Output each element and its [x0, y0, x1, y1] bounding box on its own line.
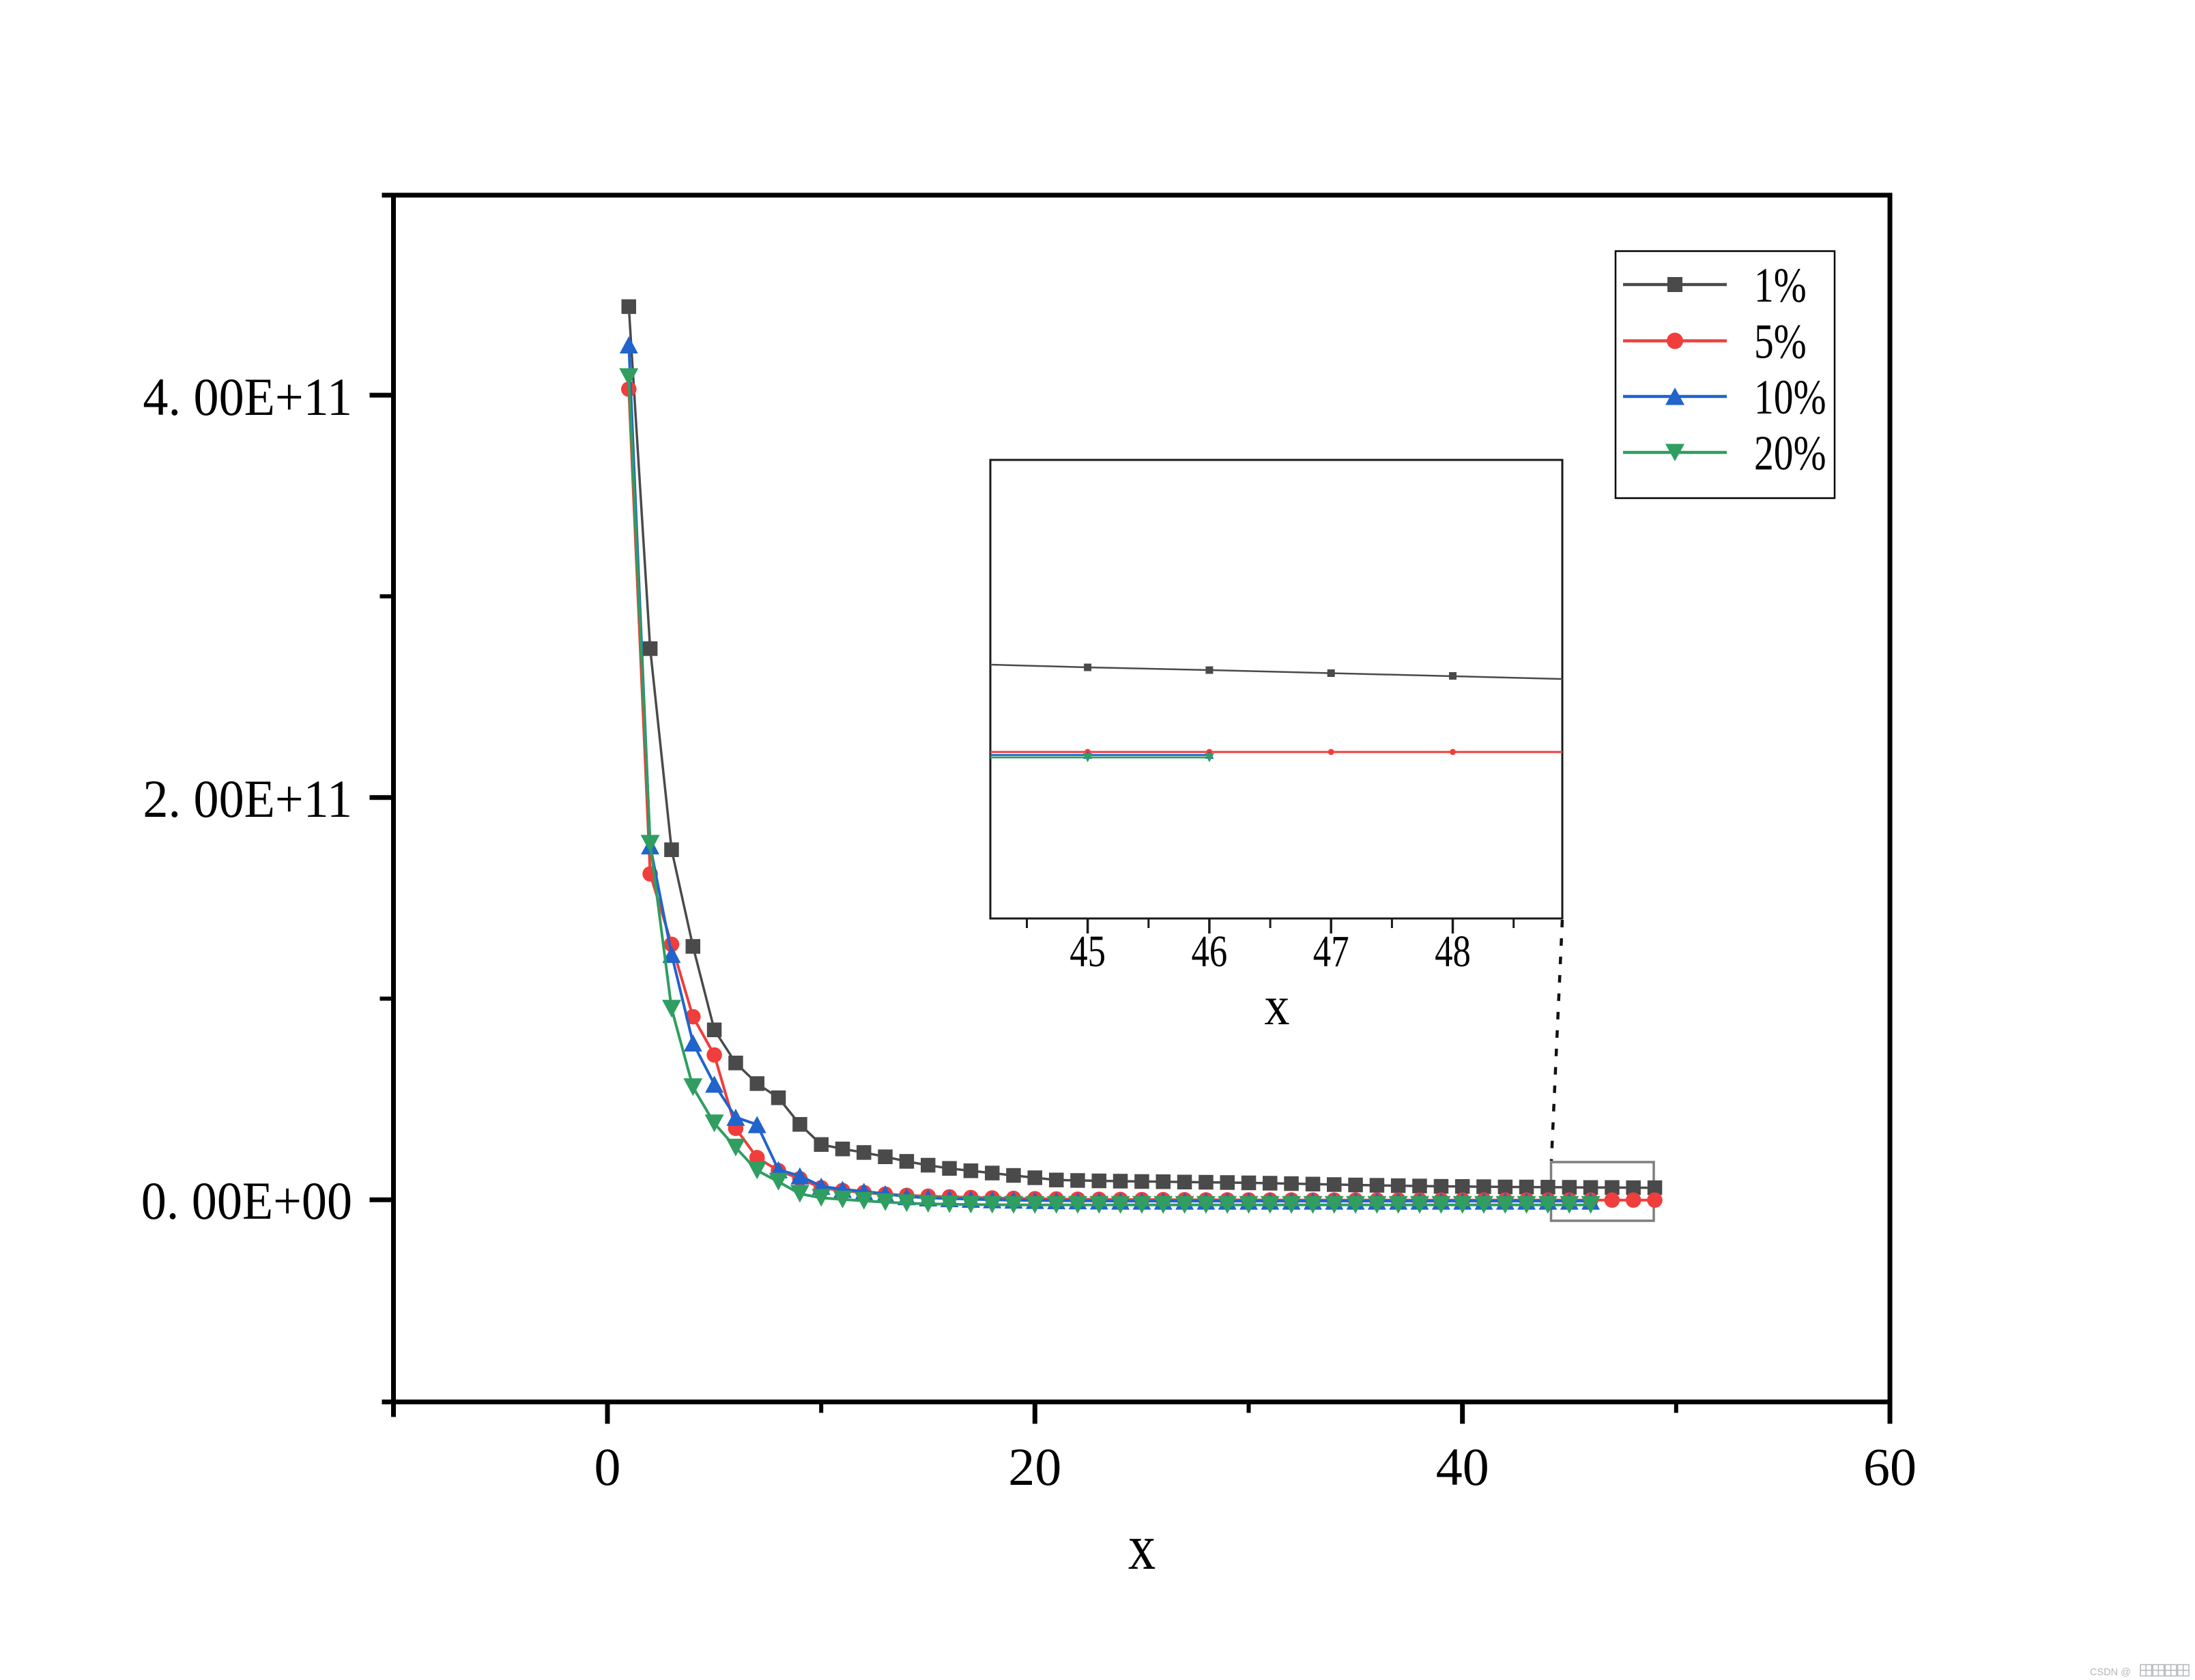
svg-text:4. 00E+11: 4. 00E+11	[143, 368, 352, 426]
svg-text:x: x	[1128, 1511, 1156, 1584]
svg-text:20%: 20%	[1754, 426, 1826, 481]
svg-text:46: 46	[1192, 926, 1228, 976]
svg-text:5%: 5%	[1754, 315, 1807, 370]
svg-text:1%: 1%	[1754, 259, 1807, 313]
svg-text:CSDN @: CSDN @	[2090, 1667, 2131, 1678]
svg-text:60: 60	[1863, 1437, 1917, 1496]
svg-text:48: 48	[1435, 926, 1471, 976]
svg-text:x: x	[1265, 974, 1290, 1036]
svg-text:47: 47	[1313, 926, 1349, 976]
svg-text:45: 45	[1070, 926, 1106, 976]
svg-text:40: 40	[1436, 1437, 1489, 1496]
svg-text:10%: 10%	[1754, 371, 1826, 425]
svg-text:20: 20	[1008, 1437, 1061, 1496]
svg-text:2. 00E+11: 2. 00E+11	[143, 770, 352, 828]
svg-text:0. 00E+00: 0. 00E+00	[141, 1172, 352, 1230]
svg-text:0: 0	[594, 1437, 621, 1496]
